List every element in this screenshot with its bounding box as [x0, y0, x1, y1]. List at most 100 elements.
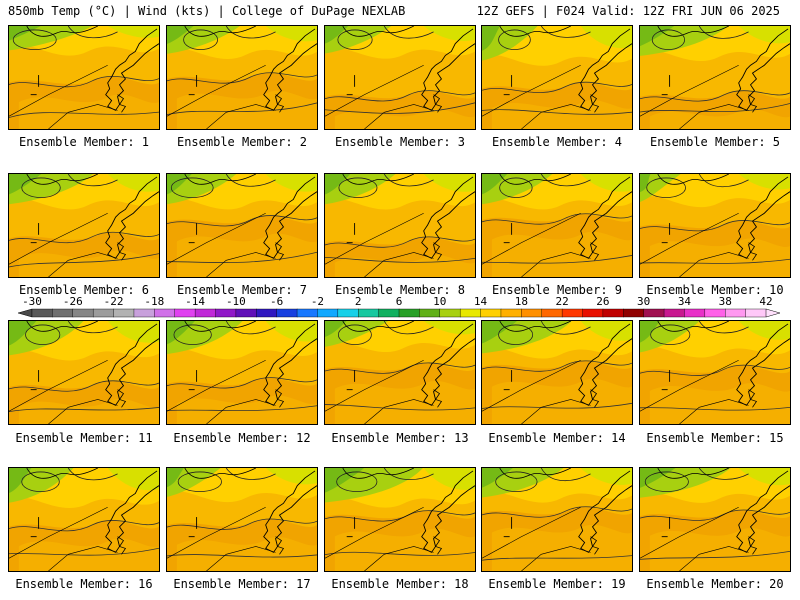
- member-caption: Ensemble Member: 16: [15, 577, 153, 591]
- member-caption: Ensemble Member: 11: [15, 431, 153, 445]
- colorbar-tick-label: -6: [270, 295, 284, 308]
- map-panel-member-3: [324, 25, 476, 130]
- colorbar-swatch: [582, 308, 604, 318]
- colorbar-swatch: [459, 308, 482, 318]
- temperature-map: [9, 321, 159, 424]
- map-panel-member-12: [166, 320, 318, 425]
- colorbar-tick-label: 18: [514, 295, 528, 308]
- colorbar-swatch: [174, 308, 196, 318]
- colorbar: -30 -26 -22 -18 -14 -10 -6 -2 2 6 10 14 18 22 26 30 34 38…: [0, 296, 800, 322]
- map-panel-member-14: [481, 320, 633, 425]
- colorbar-swatch: [154, 308, 176, 318]
- member-caption: Ensemble Member: 7: [176, 283, 308, 297]
- colorbar-left-arrow: [17, 308, 33, 318]
- colorbar-swatch: [663, 308, 685, 318]
- member-caption: Ensemble Member: 14: [488, 431, 626, 445]
- colorbar-swatch: [276, 308, 298, 318]
- colorbar-tick-label: 2: [354, 295, 362, 308]
- colorbar-swatch: [113, 308, 135, 318]
- map-panel-member-7: [166, 173, 318, 278]
- temperature-map: [9, 26, 159, 129]
- temperature-map: [9, 468, 159, 571]
- colorbar-tick-label: 30: [637, 295, 651, 308]
- temperature-map: [167, 26, 317, 129]
- temperature-map: [482, 26, 632, 129]
- map-panel-member-4: [481, 25, 633, 130]
- colorbar-swatch: [215, 308, 237, 318]
- header-left-title: 850mb Temp (°C) | Wind (kts) | College o…: [8, 4, 406, 18]
- member-caption: Ensemble Member: 19: [488, 577, 626, 591]
- colorbar-swatch: [745, 308, 767, 318]
- colorbar-tick-label: -26: [62, 295, 83, 308]
- map-panel-member-13: [324, 320, 476, 425]
- map-panel-member-20: [639, 467, 791, 572]
- temperature-map: [482, 174, 632, 277]
- temperature-map: [167, 468, 317, 571]
- map-panel-member-16: [8, 467, 160, 572]
- colorbar-swatches: [17, 308, 781, 318]
- colorbar-tick-label: -18: [144, 295, 165, 308]
- colorbar-swatch: [521, 308, 543, 318]
- member-caption: Ensemble Member: 9: [491, 283, 623, 297]
- member-caption: Ensemble Member: 17: [173, 577, 311, 591]
- temperature-map: [640, 321, 790, 424]
- temperature-map: [325, 468, 475, 571]
- colorbar-swatch: [684, 308, 706, 318]
- colorbar-tick-label: 14: [473, 295, 488, 308]
- member-caption: Ensemble Member: 6: [18, 283, 150, 297]
- member-caption: Ensemble Member: 12: [173, 431, 311, 445]
- temperature-map: [9, 174, 159, 277]
- map-panel-member-2: [166, 25, 318, 130]
- member-caption: Ensemble Member: 2: [176, 135, 308, 149]
- colorbar-tick-label: 6: [395, 295, 403, 308]
- colorbar-tick-label: -14: [185, 295, 206, 308]
- colorbar-swatch: [541, 308, 563, 318]
- member-caption: Ensemble Member: 3: [334, 135, 466, 149]
- map-panel-member-10: [639, 173, 791, 278]
- colorbar-tick-label: 26: [596, 295, 610, 308]
- colorbar-swatch: [725, 308, 747, 318]
- member-caption: Ensemble Member: 18: [331, 577, 469, 591]
- map-panel-member-6: [8, 173, 160, 278]
- member-caption: Ensemble Member: 4: [491, 135, 623, 149]
- member-caption: Ensemble Member: 15: [646, 431, 784, 445]
- colorbar-swatch: [296, 308, 318, 318]
- colorbar-swatch: [602, 308, 624, 318]
- map-panel-member-19: [481, 467, 633, 572]
- map-panel-member-9: [481, 173, 633, 278]
- map-panel-member-18: [324, 467, 476, 572]
- colorbar-swatch: [398, 308, 420, 318]
- map-panel-member-5: [639, 25, 791, 130]
- colorbar-swatch: [31, 308, 53, 318]
- member-caption: Ensemble Member: 20: [646, 577, 784, 591]
- colorbar-swatch: [480, 308, 502, 318]
- colorbar-swatch: [358, 308, 380, 318]
- colorbar-right-arrow: [765, 308, 781, 318]
- temperature-map: [482, 321, 632, 424]
- colorbar-swatch: [378, 308, 400, 318]
- colorbar-tick-label: -22: [103, 295, 124, 308]
- colorbar-swatch: [194, 308, 217, 318]
- temperature-map: [640, 468, 790, 571]
- member-caption: Ensemble Member: 13: [331, 431, 469, 445]
- member-caption: Ensemble Member: 10: [646, 283, 784, 297]
- colorbar-swatch: [317, 308, 339, 318]
- colorbar-swatch: [500, 308, 522, 318]
- temperature-map: [167, 321, 317, 424]
- member-caption: Ensemble Member: 1: [18, 135, 150, 149]
- map-panel-member-15: [639, 320, 791, 425]
- temperature-map: [325, 174, 475, 277]
- colorbar-swatch: [52, 308, 74, 318]
- colorbar-swatch: [133, 308, 155, 318]
- colorbar-tick-label: 10: [433, 295, 447, 308]
- colorbar-swatch: [337, 308, 359, 318]
- colorbar-swatch: [92, 308, 115, 318]
- colorbar-tick-label: 38: [718, 295, 732, 308]
- temperature-map: [325, 26, 475, 129]
- colorbar-swatch: [561, 308, 583, 318]
- map-panel-member-8: [324, 173, 476, 278]
- colorbar-tick-label: -2: [310, 295, 325, 308]
- map-panel-member-11: [8, 320, 160, 425]
- colorbar-swatch: [235, 308, 257, 318]
- colorbar-tick-label: 34: [677, 295, 692, 308]
